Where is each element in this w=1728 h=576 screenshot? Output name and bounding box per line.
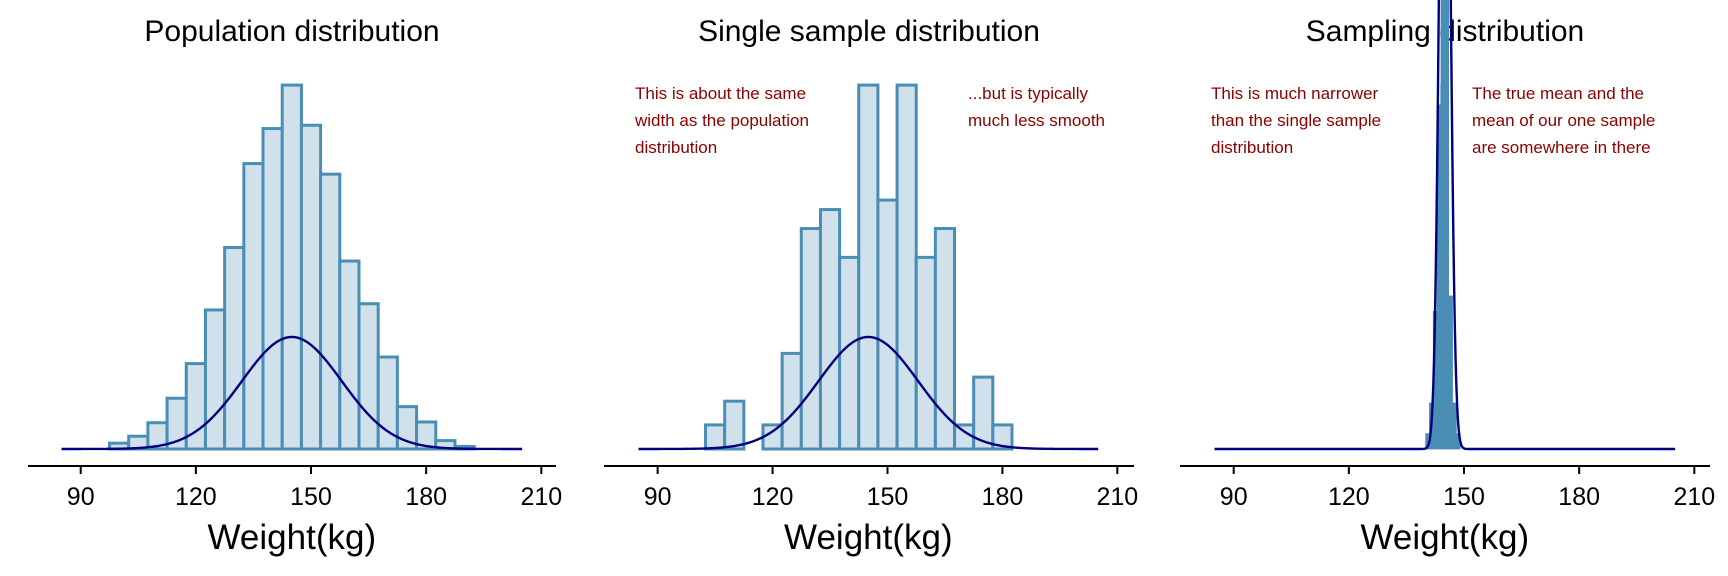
chart-panel-2: Single sample distribution 90 120 150 180 210…: [604, 15, 1138, 557]
x-tick-label: 210: [1096, 483, 1138, 511]
histogram-bar: [261, 127, 284, 451]
annotation-line: width as the population: [634, 111, 809, 130]
x-tick-label: 120: [175, 483, 217, 511]
histogram-bar: [895, 83, 918, 451]
histogram-bar: [818, 208, 842, 451]
histogram-bar: [799, 227, 822, 451]
histogram-bar: [838, 255, 861, 451]
x-tick-label: 90: [644, 483, 672, 511]
annotation-text: This is much narrower than the single sam…: [1211, 84, 1381, 157]
normal-curve: [638, 335, 1099, 451]
histogram-bar: [415, 420, 438, 451]
x-tick-label: 210: [520, 483, 562, 511]
histogram-bar: [338, 259, 361, 451]
histogram-bar: [223, 246, 246, 451]
x-tick-label: 150: [867, 483, 909, 511]
x-tick-label: 180: [405, 483, 447, 511]
x-tick-label: 180: [982, 483, 1024, 511]
chart-title: Single sample distribution: [698, 15, 1040, 48]
annotation-text: ...but is typically much less smooth: [968, 84, 1105, 130]
annotation-line: distribution: [1211, 138, 1293, 157]
histogram-bar: [914, 255, 937, 451]
x-axis-label: Weight(kg): [1361, 518, 1530, 557]
annotation-text: The true mean and the mean of our one sam…: [1472, 84, 1655, 157]
annotation-line: mean of our one sample: [1472, 111, 1655, 130]
histogram-bar: [991, 423, 1014, 451]
histogram-bar: [723, 399, 746, 451]
annotation-line: ...but is typically: [968, 84, 1088, 103]
histogram-bar: [280, 83, 303, 451]
histogram-bar: [761, 423, 784, 451]
histogram-bar: [953, 423, 976, 451]
annotation-line: much less smooth: [968, 111, 1105, 130]
annotation-line: This is about the same: [635, 84, 806, 103]
histogram-bar: [704, 423, 727, 451]
chart-title: Population distribution: [144, 15, 439, 48]
annotation-line: are somewhere in there: [1472, 138, 1651, 157]
x-tick-label: 120: [1328, 483, 1370, 511]
normal-curve: [61, 335, 523, 451]
x-tick-label: 150: [290, 483, 332, 511]
histogram-bar: [876, 198, 899, 451]
x-tick-label: 90: [1220, 483, 1248, 511]
annotation-line: than the single sample: [1211, 111, 1381, 130]
x-axis-label: Weight(kg): [784, 518, 953, 557]
histogram-bar: [299, 123, 323, 451]
x-axis-label: Weight(kg): [208, 518, 377, 557]
histogram-bar: [1452, 402, 1457, 450]
x-tick-label: 120: [752, 483, 794, 511]
histogram-bar: [780, 351, 803, 451]
annotation-text: This is about the same width as the popul…: [634, 84, 809, 157]
histogram-bar: [1448, 295, 1453, 450]
histogram-bar: [203, 308, 227, 451]
histogram-bar: [242, 162, 265, 451]
x-tick-label: 210: [1673, 483, 1715, 511]
histogram-bar: [857, 83, 880, 451]
annotation-line: distribution: [635, 138, 717, 157]
histogram-bar: [376, 355, 399, 451]
histogram-bar: [357, 302, 380, 451]
x-tick-label: 150: [1443, 483, 1485, 511]
histogram-bar: [933, 227, 957, 451]
annotation-line: This is much narrower: [1211, 84, 1379, 103]
x-tick-label: 90: [67, 483, 95, 511]
histogram-bar: [972, 375, 995, 451]
x-tick-label: 180: [1558, 483, 1600, 511]
histogram-bar: [319, 172, 342, 451]
normal-curve: [1214, 0, 1676, 451]
chart-panel-1: Population distribution 90 120 150 180 210 Wei…: [28, 15, 562, 557]
annotation-line: The true mean and the: [1472, 84, 1644, 103]
